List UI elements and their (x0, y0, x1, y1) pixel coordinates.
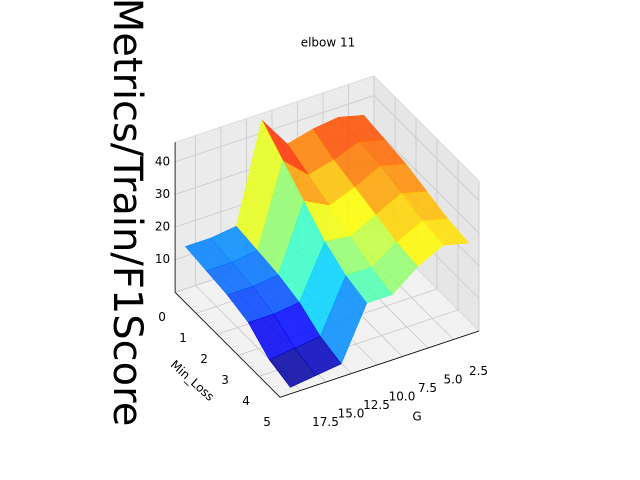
grid-line (373, 95, 480, 201)
grid-line (373, 127, 480, 234)
z-tick-label: 20 (155, 220, 170, 234)
x-axis-line (174, 292, 281, 398)
chart-title: elbow 11 (301, 36, 356, 50)
y-tick-label: 2.5 (469, 364, 488, 378)
z-tick-label: 30 (155, 187, 170, 201)
x-tick-label: 2 (200, 352, 208, 366)
x-tick-label: 0 (158, 310, 166, 324)
x-tick-label: 3 (221, 373, 229, 387)
x-tick-label: 4 (242, 394, 250, 408)
y-tick-label: 5.0 (443, 373, 462, 387)
z-tick-label: 10 (155, 252, 170, 266)
y-tick-label: 15.0 (338, 407, 365, 421)
y-axis-label: G (412, 410, 421, 424)
z-axis-label: Metrics/Train/F1Score (104, 0, 150, 426)
z-tick-label: 40 (155, 154, 170, 168)
y-tick-label: 7.5 (418, 381, 437, 395)
y-tick-label: 10.0 (389, 390, 416, 404)
x-axis-label: Min_Loss (168, 357, 217, 403)
x-tick-label: 1 (179, 331, 187, 345)
grid-line (174, 95, 375, 163)
y-tick-label: 12.5 (363, 398, 390, 412)
y-tick-label: 17.5 (312, 415, 339, 429)
y-axis-line (279, 330, 480, 398)
surface-patch (268, 347, 317, 388)
x-tick-label: 5 (263, 415, 271, 429)
